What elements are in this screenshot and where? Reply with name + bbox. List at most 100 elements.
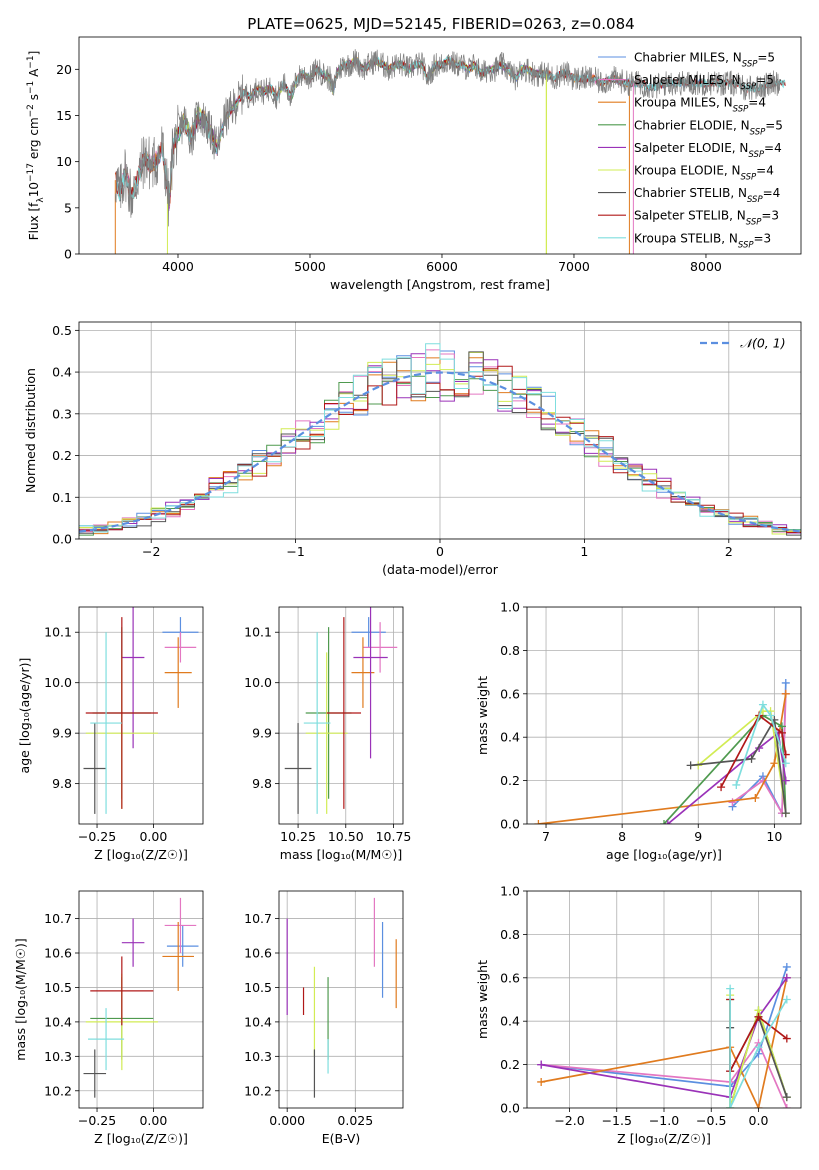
weight-marker-kroupa_stelib (726, 1104, 735, 1108)
weight-line-salpeter_elodie (667, 731, 787, 824)
weight-marker-kroupa_miles (751, 793, 760, 802)
y-tick-label: 10.0 (44, 675, 72, 690)
y-tick-label: 1.0 (500, 884, 520, 899)
weight-marker-chabrier_stelib (747, 754, 756, 763)
x-axis-label: Z [log₁₀(Z/Z☉)] (617, 1131, 711, 1146)
x-tick-label: 1 (580, 544, 588, 559)
y-axis-label: mass [log₁₀(M/M☉)] (13, 938, 28, 1060)
histogram-salpeter_stelib (79, 365, 801, 533)
y-axis-label: mass weight (475, 676, 490, 755)
plot-area (279, 607, 403, 824)
y-tick-label: 9.9 (52, 726, 72, 741)
x-tick-label: −0.25 (78, 829, 116, 844)
figure-title: PLATE=0625, MJD=52145, FIBERID=0263, z=0… (247, 15, 634, 33)
weight-marker-kroupa_miles (537, 1077, 546, 1086)
x-tick-label: −1 (286, 544, 304, 559)
x-tick-label: 7 (542, 829, 550, 844)
y-tick-label: 0 (64, 247, 72, 262)
legend-label-main: Salpeter ELODIE, N (634, 141, 748, 155)
legend-label: Chabrier STELIB, NSSP=4 (634, 186, 780, 205)
y-axis-label: Normed distribution (23, 368, 38, 493)
weight-marker-chabrier_stelib (782, 1093, 791, 1102)
plot-area (279, 891, 403, 1108)
panel-age_vs_mass: 10.25 10.50 10.75 9.8 9.9 10.0 10.1 mass [log₁₀… (244, 606, 412, 862)
y-tick-label: 10.5 (244, 980, 272, 995)
x-tick-label: 10.75 (376, 829, 412, 844)
legend: 𝒩(0, 1) (700, 336, 786, 351)
legend-label: Chabrier ELODIE, NSSP=5 (634, 118, 783, 137)
plot-area (114, 49, 786, 254)
legend-label-sub: SSP (747, 195, 763, 205)
y-tick-label: 10.1 (44, 625, 72, 640)
y-tick-label: 10.4 (44, 1014, 72, 1029)
weight-marker-kroupa_stelib (726, 984, 735, 993)
plot-area (79, 607, 203, 824)
legend-label: Kroupa STELIB, NSSP=3 (634, 231, 771, 250)
x-tick-label: 6000 (426, 259, 458, 274)
x-tick-label: 0.000 (269, 1113, 305, 1128)
y-tick-label: 0.4 (500, 730, 520, 745)
x-tick-label: 5000 (294, 259, 326, 274)
y-tick-label: 0.4 (500, 1014, 520, 1029)
histogram-kroupa_elodie (79, 352, 801, 535)
weight-line-kroupa_stelib (735, 702, 787, 786)
y-label-part: −17 (26, 163, 36, 182)
legend-label-sub: SSP (742, 60, 758, 70)
y-tick-label: 0.6 (500, 686, 520, 701)
weight-marker-salpeter_stelib (754, 1012, 763, 1021)
y-tick-label: 9.9 (252, 726, 272, 741)
weight-line-salpeter_miles (541, 1041, 788, 1108)
weight-marker-salpeter_elodie (782, 973, 791, 982)
weight-marker-chabrier_elodie (660, 820, 668, 824)
y-tick-label: 9.8 (52, 776, 72, 791)
y-axis-label: Flux [fλ10−17 erg cm−2 s−1 A−1] (26, 51, 46, 241)
legend-label-sub: SSP (741, 82, 757, 92)
y-label-part: −1 (26, 81, 36, 94)
legend-label-suffix: =5 (765, 118, 783, 132)
weight-marker-kroupa_stelib (754, 1043, 763, 1052)
plot-area (79, 322, 801, 539)
y-tick-label: 10.7 (44, 911, 72, 926)
axes-frame (278, 890, 404, 1109)
model-spectrum-kroupa_elodie (166, 56, 547, 207)
x-axis-label: Z [log₁₀(Z/Z☉)] (94, 1131, 188, 1146)
y-tick-label: 0.8 (500, 927, 520, 942)
weight-marker-salpeter_elodie (663, 820, 672, 824)
axes-frame (78, 890, 204, 1109)
y-axis-label: mass weight (475, 960, 490, 1039)
legend-label-main: Kroupa ELODIE, N (634, 164, 741, 178)
weight-marker-kroupa_miles (754, 1104, 763, 1108)
legend-label-suffix: =5 (756, 73, 774, 87)
y-label-part: ] (27, 51, 41, 56)
panel-mass_vs_ebv: 0.000 0.025 10.2 10.3 10.4 10.5 10.6 10.7 E(B-V) (244, 890, 404, 1146)
panel-age_vs_Z: −0.25 0.00 9.8 9.9 10.0 10.1 Z [log₁₀(Z/Z☉)] ag… (17, 606, 204, 862)
weight-marker-chabrier_stelib (686, 761, 695, 770)
legend-label-main: Salpeter MILES, N (634, 73, 741, 87)
weight-marker-salpeter_miles (728, 798, 737, 807)
panel-mass_vs_Z: −0.25 0.00 10.2 10.3 10.4 10.5 10.6 10.7 Z [log₁… (13, 890, 204, 1146)
legend-label-suffix: =5 (757, 51, 775, 65)
legend-label-suffix: =4 (764, 141, 782, 155)
x-tick-label: 7000 (558, 259, 590, 274)
y-label-part: erg cm (27, 117, 41, 163)
y-tick-label: 0.0 (52, 532, 72, 547)
legend-label: Kroupa MILES, NSSP=4 (634, 96, 766, 115)
weight-marker-chabrier_miles (782, 962, 791, 971)
weight-line-chabrier_miles (541, 966, 788, 1088)
legend-label-main: Salpeter STELIB, N (634, 209, 746, 223)
legend-label-sub: SSP (746, 218, 762, 228)
y-tick-label: 10.7 (244, 911, 272, 926)
legend-label-sub: SSP (741, 173, 757, 183)
x-tick-label: −0.5 (696, 1113, 726, 1128)
y-tick-label: 0.5 (52, 323, 72, 338)
x-tick-label: 0.025 (337, 1113, 373, 1128)
y-label-part: Flux [f (27, 202, 41, 240)
y-tick-label: 0.1 (52, 490, 72, 505)
weight-marker-kroupa_miles (534, 820, 543, 824)
y-tick-label: 10 (56, 154, 72, 169)
legend-label-suffix: =4 (748, 96, 766, 110)
legend-label: Chabrier MILES, NSSP=5 (634, 51, 775, 70)
y-tick-label: 15 (56, 108, 72, 123)
